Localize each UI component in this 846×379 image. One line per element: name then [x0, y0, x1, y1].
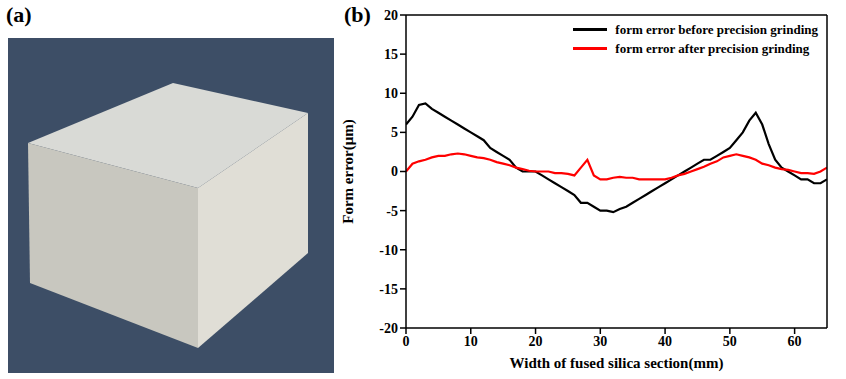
- svg-text:40: 40: [658, 334, 672, 349]
- html-text:(a): (a): [6, 2, 32, 27]
- html-text:(b): (b): [344, 2, 371, 27]
- svg-text:30: 30: [593, 334, 607, 349]
- svg-text:-10: -10: [379, 243, 398, 258]
- svg-text:50: 50: [723, 334, 737, 349]
- svg-text:0: 0: [403, 334, 410, 349]
- html-text:form error before precision gr: form error before precision grinding: [615, 22, 818, 37]
- svg-text:Form error(μm): Form error(μm): [340, 119, 357, 223]
- svg-text:-15: -15: [379, 282, 398, 297]
- svg-text:-20: -20: [379, 321, 398, 336]
- svg-text:5: 5: [391, 125, 398, 140]
- svg-text:20: 20: [384, 8, 398, 23]
- svg-text:20: 20: [529, 334, 543, 349]
- svg-text:10: 10: [464, 334, 478, 349]
- svg-text:0: 0: [391, 164, 398, 179]
- svg-text:10: 10: [384, 86, 398, 101]
- svg-text:Width of fused silica section(: Width of fused silica section(mm): [510, 355, 724, 372]
- svg-text:60: 60: [788, 334, 802, 349]
- svg-text:-5: -5: [386, 204, 398, 219]
- html-text:form error after precision gri: form error after precision grinding: [615, 41, 810, 56]
- svg-text:15: 15: [384, 47, 398, 62]
